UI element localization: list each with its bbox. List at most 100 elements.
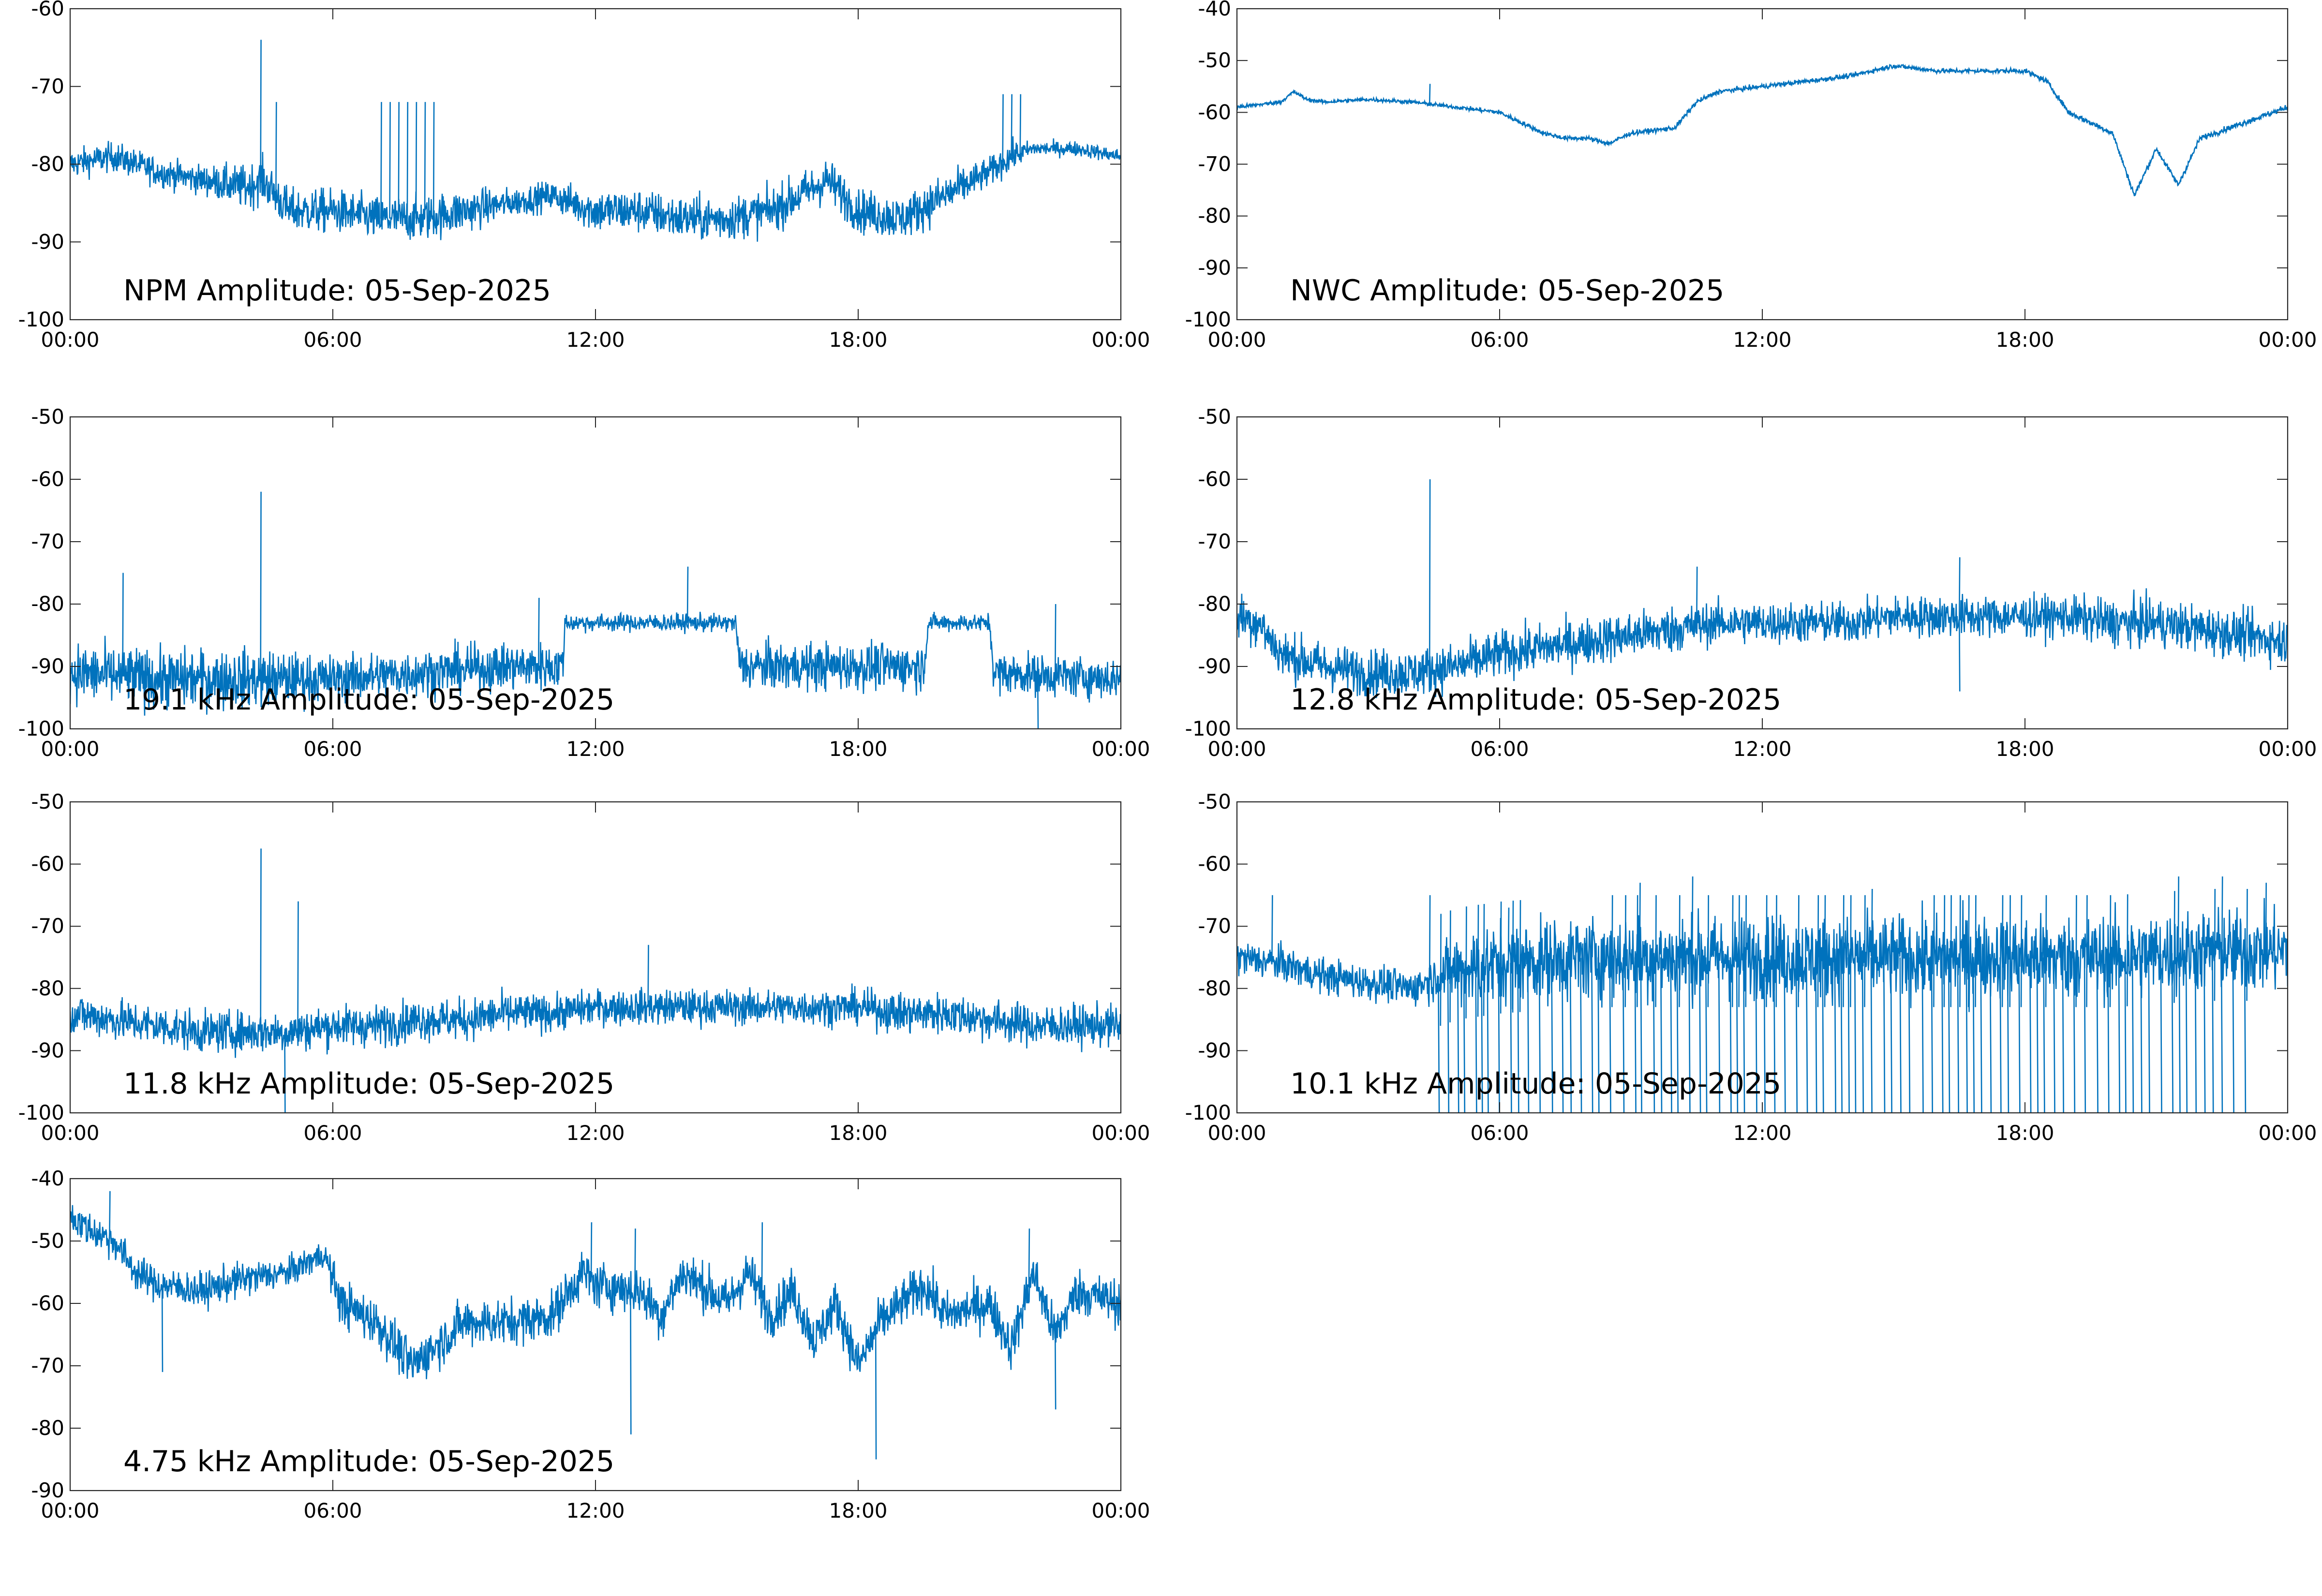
- series-line: [70, 491, 1121, 729]
- series-line: [1237, 876, 2288, 1113]
- y-tick-label: -60: [31, 852, 64, 876]
- y-tick-label: -100: [18, 717, 64, 740]
- y-tick-label: -50: [1198, 405, 1231, 429]
- series-line: [70, 40, 1121, 242]
- x-tick-label: 00:00: [2258, 737, 2317, 761]
- x-tick-label: 18:00: [1995, 1121, 2054, 1145]
- x-tick-label: 06:00: [1470, 737, 1529, 761]
- y-tick-label: -70: [31, 530, 64, 553]
- x-tick-label: 18:00: [1995, 737, 2054, 761]
- series-line: [1237, 479, 2288, 698]
- chart-title: 4.75 kHz Amplitude: 05-Sep-2025: [123, 1445, 614, 1478]
- y-tick-label: -80: [31, 152, 64, 176]
- y-tick-label: -80: [1198, 592, 1231, 616]
- y-tick-label: -50: [31, 1229, 64, 1253]
- y-tick-label: -90: [31, 1478, 64, 1502]
- x-tick-label: 12:00: [1733, 328, 1791, 352]
- x-tick-label: 00:00: [1207, 1121, 1266, 1145]
- chart-title: 12.8 kHz Amplitude: 05-Sep-2025: [1290, 683, 1781, 717]
- series-line: [1237, 63, 2288, 196]
- x-tick-label: 18:00: [829, 1121, 887, 1145]
- x-tick-label: 06:00: [303, 1121, 362, 1145]
- y-tick-label: -90: [31, 1038, 64, 1062]
- y-tick-label: -60: [31, 467, 64, 491]
- chart-title: 10.1 kHz Amplitude: 05-Sep-2025: [1290, 1067, 1781, 1101]
- y-tick-label: -90: [1198, 256, 1231, 280]
- x-tick-label: 00:00: [1091, 737, 1150, 761]
- x-tick-label: 18:00: [829, 328, 887, 352]
- y-tick-label: -40: [31, 1167, 64, 1190]
- y-tick-label: -40: [1198, 0, 1231, 20]
- x-tick-label: 12:00: [566, 737, 625, 761]
- y-tick-label: -60: [31, 1291, 64, 1315]
- x-tick-label: 00:00: [1207, 737, 1266, 761]
- x-tick-label: 12:00: [1733, 1121, 1791, 1145]
- x-tick-label: 00:00: [1091, 1121, 1150, 1145]
- chart-title: 11.8 kHz Amplitude: 05-Sep-2025: [123, 1067, 614, 1101]
- x-tick-label: 18:00: [829, 1499, 887, 1522]
- y-tick-label: -80: [1198, 204, 1231, 228]
- y-tick-label: -100: [1185, 308, 1231, 331]
- series-line: [70, 848, 1121, 1113]
- x-tick-label: 06:00: [303, 1499, 362, 1522]
- y-tick-label: -70: [31, 1354, 64, 1377]
- chart-title: NPM Amplitude: 05-Sep-2025: [123, 274, 551, 308]
- y-tick-label: -90: [31, 230, 64, 253]
- y-tick-label: -80: [31, 1416, 64, 1440]
- y-tick-label: -70: [1198, 152, 1231, 176]
- x-tick-label: 00:00: [41, 328, 99, 352]
- x-tick-label: 06:00: [1470, 328, 1529, 352]
- y-tick-label: -90: [1198, 654, 1231, 678]
- y-tick-label: -70: [1198, 530, 1231, 553]
- y-tick-label: -60: [1198, 467, 1231, 491]
- x-tick-label: 00:00: [41, 1121, 99, 1145]
- x-tick-label: 18:00: [1995, 328, 2054, 352]
- y-tick-label: -80: [31, 976, 64, 1000]
- x-tick-label: 12:00: [566, 1121, 625, 1145]
- x-tick-label: 12:00: [566, 328, 625, 352]
- x-tick-label: 00:00: [41, 1499, 99, 1522]
- x-tick-label: 12:00: [566, 1499, 625, 1522]
- y-tick-label: -100: [1185, 717, 1231, 740]
- x-tick-label: 06:00: [303, 328, 362, 352]
- x-tick-label: 06:00: [1470, 1121, 1529, 1145]
- y-tick-label: -100: [18, 1101, 64, 1124]
- x-tick-label: 00:00: [1207, 328, 1266, 352]
- y-tick-label: -50: [1198, 48, 1231, 72]
- y-tick-label: -90: [31, 654, 64, 678]
- x-tick-label: 00:00: [2258, 328, 2317, 352]
- chart-title: NWC Amplitude: 05-Sep-2025: [1290, 274, 1724, 308]
- x-tick-label: 00:00: [1091, 1499, 1150, 1522]
- y-tick-label: -70: [1198, 914, 1231, 938]
- x-tick-label: 18:00: [829, 737, 887, 761]
- y-tick-label: -70: [31, 914, 64, 938]
- y-tick-label: -90: [1198, 1038, 1231, 1062]
- y-tick-label: -60: [1198, 100, 1231, 124]
- y-tick-label: -50: [31, 405, 64, 429]
- y-tick-label: -50: [31, 790, 64, 813]
- x-tick-label: 00:00: [41, 737, 99, 761]
- y-tick-label: -70: [31, 74, 64, 98]
- y-tick-label: -80: [31, 592, 64, 616]
- y-tick-label: -50: [1198, 790, 1231, 813]
- series-line: [70, 1191, 1121, 1460]
- chart-title: 19.1 kHz Amplitude: 05-Sep-2025: [123, 683, 614, 717]
- y-tick-label: -100: [18, 308, 64, 331]
- y-tick-label: -80: [1198, 976, 1231, 1000]
- x-tick-label: 12:00: [1733, 737, 1791, 761]
- x-tick-label: 00:00: [1091, 328, 1150, 352]
- y-tick-label: -100: [1185, 1101, 1231, 1124]
- y-tick-label: -60: [1198, 852, 1231, 876]
- y-tick-label: -60: [31, 0, 64, 20]
- x-tick-label: 06:00: [303, 737, 362, 761]
- x-tick-label: 00:00: [2258, 1121, 2317, 1145]
